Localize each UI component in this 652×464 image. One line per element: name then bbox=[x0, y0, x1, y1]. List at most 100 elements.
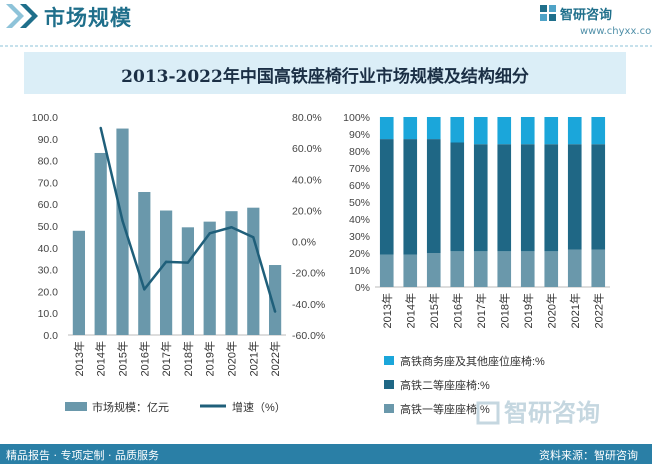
y-tick-label: 20% bbox=[349, 248, 370, 260]
x-tick-label: 2018年 bbox=[181, 341, 195, 376]
structure-chart: 0% 10% 20% 30% 40% 50% 60% 70% 80% 90% 100% 2013年 2… bbox=[343, 112, 610, 427]
bar-2017年 bbox=[159, 210, 173, 335]
stack-segment-2-2015年 bbox=[426, 117, 441, 140]
legend-label-top: 高铁商务座及其他座位座椅:% bbox=[400, 354, 545, 368]
growth-point-2019年 bbox=[208, 232, 211, 235]
chevron-arrows-icon bbox=[6, 4, 38, 28]
stack-segment-2-2016年 bbox=[450, 117, 465, 143]
x-tick-label: 2017年 bbox=[159, 341, 173, 376]
page-title: 2013-2022年中国高铁座椅行业市场规模及结构细分 bbox=[121, 67, 529, 87]
y-right-tick-label: 20.0% bbox=[292, 205, 322, 217]
stack-segment-0-2014年 bbox=[403, 254, 418, 287]
y-left-tick-label: 0.0 bbox=[43, 330, 58, 342]
legend-label-bar: 市场规模：亿元 bbox=[92, 400, 169, 414]
y-tick-label: 30% bbox=[349, 231, 370, 243]
y-left-tick-label: 90.0 bbox=[38, 134, 59, 146]
x-tick-label: 2016年 bbox=[450, 293, 464, 328]
legend-swatch-bar bbox=[65, 402, 87, 411]
stack-segment-2-2022年 bbox=[591, 117, 606, 145]
watermark-logo-icon bbox=[476, 401, 500, 425]
y-right-tick-label: -60.0% bbox=[292, 330, 325, 342]
stack-segment-2-2017年 bbox=[473, 117, 488, 145]
x-tick-label: 2020年 bbox=[225, 341, 239, 376]
brand-url: www.chyxx.com bbox=[580, 26, 652, 37]
legend-label-line: 增速（%） bbox=[232, 400, 286, 414]
stack-segment-1-2021年 bbox=[567, 144, 582, 250]
x-tick-label: 2021年 bbox=[246, 341, 260, 376]
y-right-tick-label: 0.0% bbox=[292, 237, 316, 249]
y-right-tick-label: 80.0% bbox=[292, 112, 322, 124]
bar-2018年 bbox=[181, 227, 195, 335]
watermark-text: 智研咨询 bbox=[504, 399, 600, 427]
stack-segment-0-2020年 bbox=[544, 251, 559, 287]
y-tick-label: 60% bbox=[349, 180, 370, 192]
bar-2020年 bbox=[225, 211, 238, 335]
legend-swatch-middle bbox=[384, 380, 394, 389]
x-tick-label: 2015年 bbox=[116, 341, 130, 376]
stack-segment-1-2016年 bbox=[450, 142, 465, 252]
header-divider bbox=[0, 45, 652, 47]
x-tick-label: 2013年 bbox=[380, 293, 394, 328]
growth-point-2017年 bbox=[164, 260, 168, 264]
growth-point-2016年 bbox=[143, 288, 146, 291]
y-tick-label: 10% bbox=[349, 265, 370, 277]
section-title: 市场规模 bbox=[44, 6, 132, 30]
stack-segment-0-2021年 bbox=[567, 249, 582, 287]
stack-segment-1-2020年 bbox=[544, 144, 559, 252]
growth-point-2015年 bbox=[121, 219, 124, 222]
y-tick-label: 50% bbox=[349, 197, 370, 209]
x-tick-label: 2022年 bbox=[591, 293, 605, 328]
bar-2019年 bbox=[203, 221, 216, 335]
bar-2013年 bbox=[72, 230, 86, 335]
legend-label-middle: 高铁二等座座椅:% bbox=[400, 378, 490, 392]
growth-point-2020年 bbox=[230, 226, 233, 229]
growth-point-2022年 bbox=[273, 310, 277, 313]
market-size-chart: 0.0 10.0 20.0 30.0 40.0 50.0 60.0 70.0 80.0 90.0 1… bbox=[32, 112, 326, 414]
x-tick-label: 2015年 bbox=[427, 293, 441, 328]
y-right-tick-label: -20.0% bbox=[292, 268, 325, 280]
bar-2015年 bbox=[116, 128, 129, 335]
growth-point-2021年 bbox=[252, 236, 255, 239]
stack-segment-2-2013年 bbox=[379, 117, 394, 140]
x-tick-label: 2019年 bbox=[521, 293, 535, 328]
x-tick-label: 2020年 bbox=[544, 293, 558, 328]
x-tick-label: 2014年 bbox=[403, 293, 417, 328]
x-tick-label: 2018年 bbox=[497, 293, 511, 328]
bar-2014年 bbox=[94, 152, 107, 335]
stack-segment-2-2020年 bbox=[544, 117, 559, 145]
legend-swatch-bottom bbox=[384, 404, 394, 413]
stack-segment-0-2015年 bbox=[426, 253, 441, 287]
legend-label-bottom: 高铁一等座座椅:% bbox=[400, 402, 490, 416]
brand-logo-text: 智研咨询 bbox=[560, 8, 613, 23]
y-tick-label: 90% bbox=[349, 129, 370, 141]
logo-icon bbox=[540, 5, 556, 21]
footer-tagline: 精品报告 · 专项定制 · 品质服务 bbox=[6, 449, 159, 462]
stack-segment-2-2019年 bbox=[520, 117, 535, 145]
footer-source: 资料来源：智研咨询 bbox=[539, 449, 638, 462]
y-tick-label: 40% bbox=[349, 214, 370, 226]
x-tick-label: 2016年 bbox=[137, 341, 151, 376]
stack-segment-1-2019年 bbox=[520, 144, 535, 252]
x-tick-label: 2022年 bbox=[268, 341, 282, 376]
y-right-tick-label: 60.0% bbox=[292, 143, 322, 155]
y-left-tick-label: 40.0 bbox=[38, 243, 59, 255]
bar-2022年 bbox=[268, 265, 282, 335]
stack-segment-1-2013年 bbox=[379, 139, 394, 255]
legend-swatch-top bbox=[384, 356, 394, 365]
x-tick-label: 2013年 bbox=[72, 341, 86, 376]
bar-2016年 bbox=[138, 191, 151, 335]
x-tick-label: 2021年 bbox=[568, 293, 582, 328]
y-left-tick-label: 70.0 bbox=[38, 177, 59, 189]
x-tick-label: 2017年 bbox=[474, 293, 488, 328]
stack-segment-2-2014年 bbox=[403, 117, 418, 140]
stack-segment-0-2013年 bbox=[379, 254, 394, 287]
bar-2021年 bbox=[247, 207, 260, 335]
header-bar: 市场规模 智研咨询 www.chyxx.com bbox=[0, 0, 652, 50]
y-left-tick-label: 50.0 bbox=[38, 221, 59, 233]
stack-segment-1-2018年 bbox=[497, 144, 512, 252]
x-tick-label: 2019年 bbox=[203, 341, 217, 376]
stack-segment-2-2021年 bbox=[567, 117, 582, 145]
y-right-tick-label: -40.0% bbox=[292, 299, 325, 311]
y-left-tick-label: 20.0 bbox=[38, 286, 59, 298]
footer-bar: 精品报告 · 专项定制 · 品质服务 资料来源：智研咨询 bbox=[0, 444, 652, 464]
